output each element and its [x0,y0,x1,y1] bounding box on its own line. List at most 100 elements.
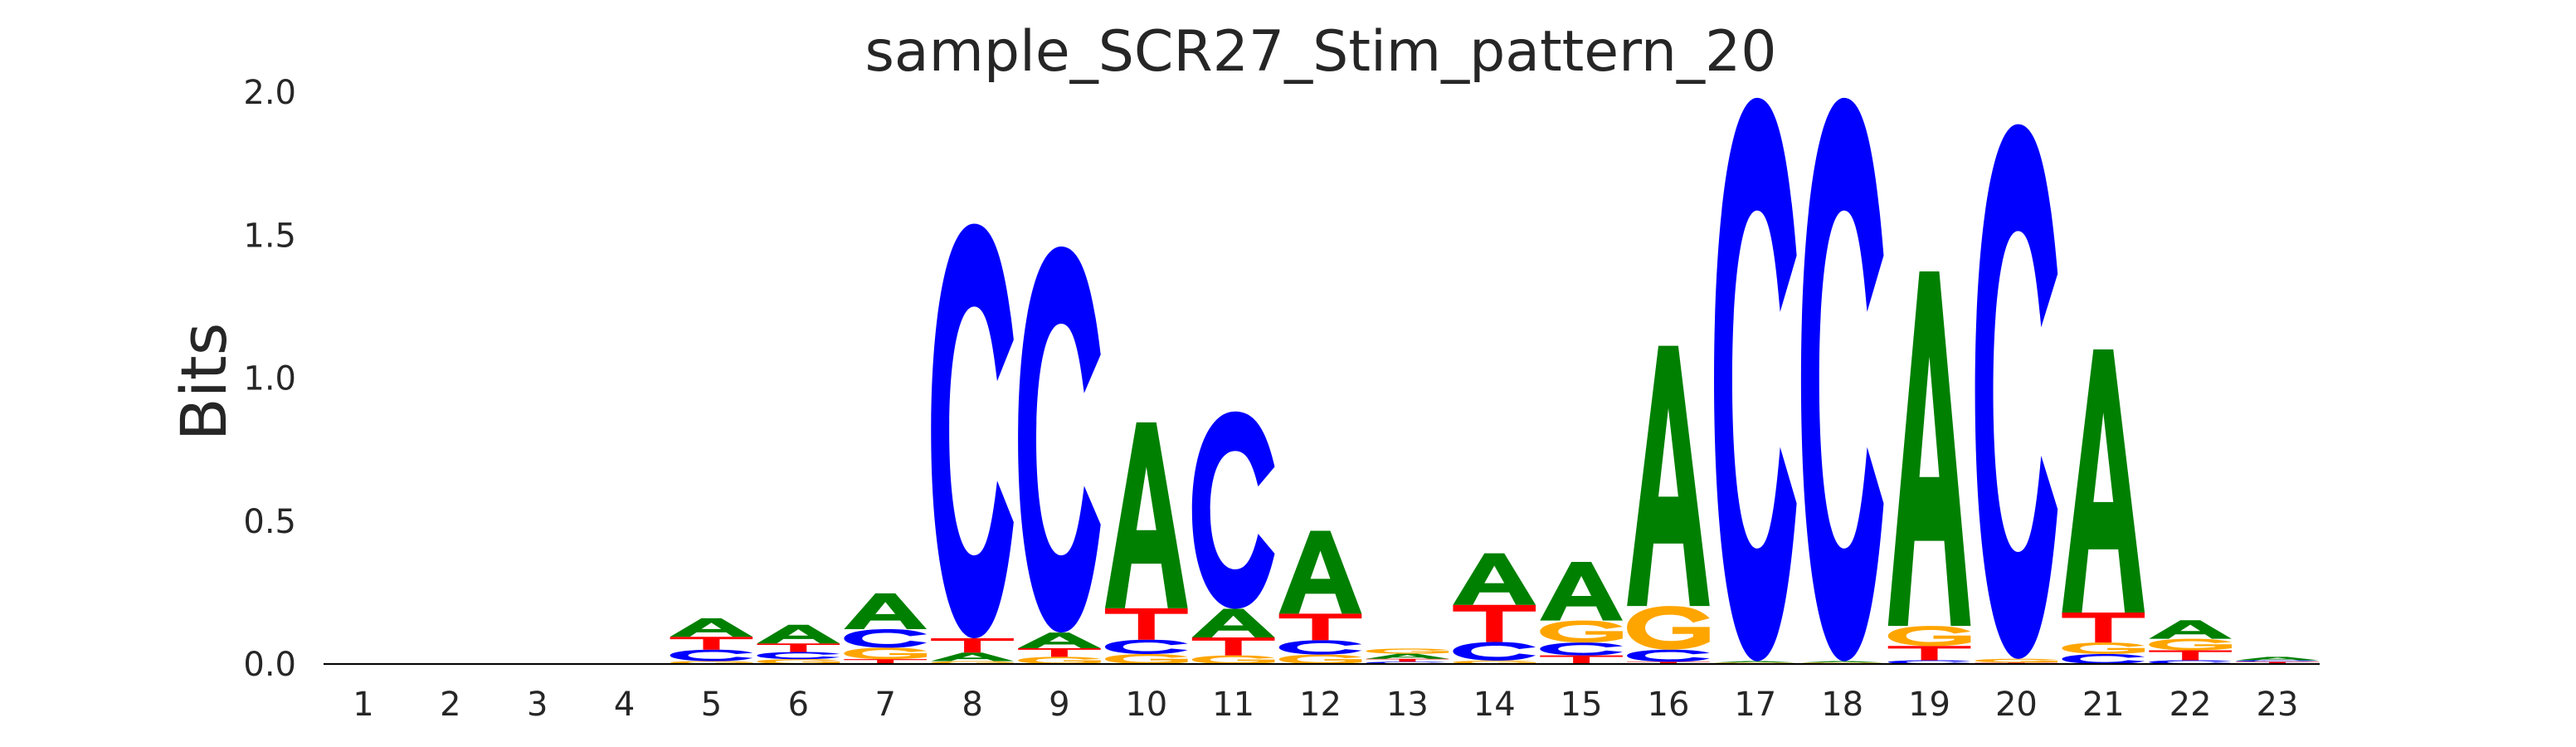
logo-letter-T [2062,612,2145,643]
logo-letter-A [1714,661,1797,663]
logo-letter-G [2149,638,2232,651]
logo-letter-T [1018,648,1101,657]
x-tick-label: 2 [440,686,460,724]
x-tick-label: 9 [1049,686,1069,724]
x-tick-label: 22 [2169,686,2212,724]
x-tick-label: 23 [2257,686,2299,724]
x-tick-label: 1 [353,686,373,724]
logo-stacks [670,97,2319,664]
logo-letter-G [2062,642,2145,654]
x-tick-label: 8 [962,686,982,724]
logo-letter-C [670,649,753,662]
logo-letter-T [1278,613,1362,641]
logo-letter-A [1366,653,1449,659]
logo-letter-G [1975,658,2058,663]
logo-letter-C [1887,660,1971,664]
x-tick-label: 12 [1299,686,1342,724]
logo-letter-G [1018,657,1101,664]
chart-title: sample_SCR27_Stim_pattern_20 [865,19,1777,85]
logo-letter-T [844,659,927,664]
logo-letter-G [757,659,840,664]
logo-letter-A [2149,620,2232,639]
x-tick-label: 4 [614,686,635,724]
x-tick-label: 18 [1821,686,1863,724]
x-tick-label: 19 [1908,686,1950,724]
logo-letter-A [1540,562,1623,621]
logo-letter-C [2062,653,2145,664]
logo-letter-T [1627,662,1710,664]
y-tick-label: 0.0 [243,646,296,684]
logo-letter-T [1104,608,1188,640]
logo-letter-G [1453,660,1536,664]
logo-letter-G [1627,606,1710,650]
logo-letter-G [1104,653,1188,664]
x-tick-label: 10 [1125,686,1167,724]
logo-letter-A [1278,530,1362,614]
x-tick-label: 16 [1648,686,1690,724]
logo-letter-C [1714,97,1797,662]
logo-letter-C [757,652,840,660]
x-tick-label: 14 [1473,686,1516,724]
logo-letter-G [844,647,927,660]
logo-letter-C [1104,639,1188,654]
y-tick-labels: 0.0 0.5 1.0 1.5 2.0 [243,74,296,684]
logo-letter-A [1191,608,1275,637]
logo-letter-G [1278,654,1362,664]
logo-letter-C [1540,642,1623,656]
logo-letter-A [757,624,840,644]
x-tick-label: 13 [1386,686,1429,724]
logo-letter-A [1800,661,1884,663]
x-tick-label: 21 [2082,686,2125,724]
logo-letter-G [1887,626,1971,647]
logo-letter-G [1540,620,1623,643]
logo-letter-C [931,223,1014,638]
logo-letter-A [670,618,753,637]
x-tick-label: 6 [788,686,809,724]
logo-letter-A [1104,422,1188,608]
logo-letter-C [1018,247,1101,633]
logo-letter-T [757,643,840,652]
logo-letter-T [2149,650,2232,661]
logo-letter-A [2236,657,2319,661]
logo-letter-T [2236,662,2319,664]
logo-letter-C [2236,660,2319,662]
logo-letter-C [1627,649,1710,662]
logo-letter-C [1191,411,1275,609]
logo-letter-C [1975,124,2058,659]
logo-letter-T [670,637,753,650]
x-tick-label: 20 [1995,686,2038,724]
logo-letter-T [931,637,1014,653]
logo-letter-C [844,628,927,648]
logo-letter-T [1453,604,1536,642]
logo-letter-G [1366,648,1449,654]
logo-letter-T [1366,658,1449,662]
y-tick-label: 1.0 [243,360,296,398]
logo-letter-A [1887,271,1971,627]
logo-letter-C [2149,660,2232,664]
logo-letter-A [1018,632,1101,649]
logo-letter-A [1453,553,1536,605]
logo-letter-C [1800,97,1884,662]
logo-letter-T [1887,646,1971,661]
x-tick-label: 5 [701,686,722,724]
logo-letter-A [2062,349,2145,613]
y-tick-label: 0.5 [243,503,296,541]
y-tick-label: 1.5 [243,217,296,255]
logo-letter-A [1627,345,1710,607]
logo-letter-A [931,652,1014,662]
logo-letter-T [1540,655,1623,664]
y-axis-label: Bits [167,323,241,442]
x-tick-label: 11 [1212,686,1254,724]
logo-letter-C [1278,640,1362,655]
y-tick-label: 2.0 [243,74,296,112]
x-tick-label: 17 [1734,686,1776,724]
x-tick-label: 3 [527,686,548,724]
logo-letter-T [1191,637,1275,656]
logo-letter-C [1453,642,1536,661]
x-tick-label: 15 [1561,686,1603,724]
logo-letter-A [844,593,927,629]
x-tick-labels: 1 2 3 4 5 6 7 8 9 10 11 12 13 14 15 16 17 18 19 20 21 22 23 [353,686,2298,724]
x-tick-label: 7 [874,686,895,724]
logo-letter-G [1191,655,1275,664]
